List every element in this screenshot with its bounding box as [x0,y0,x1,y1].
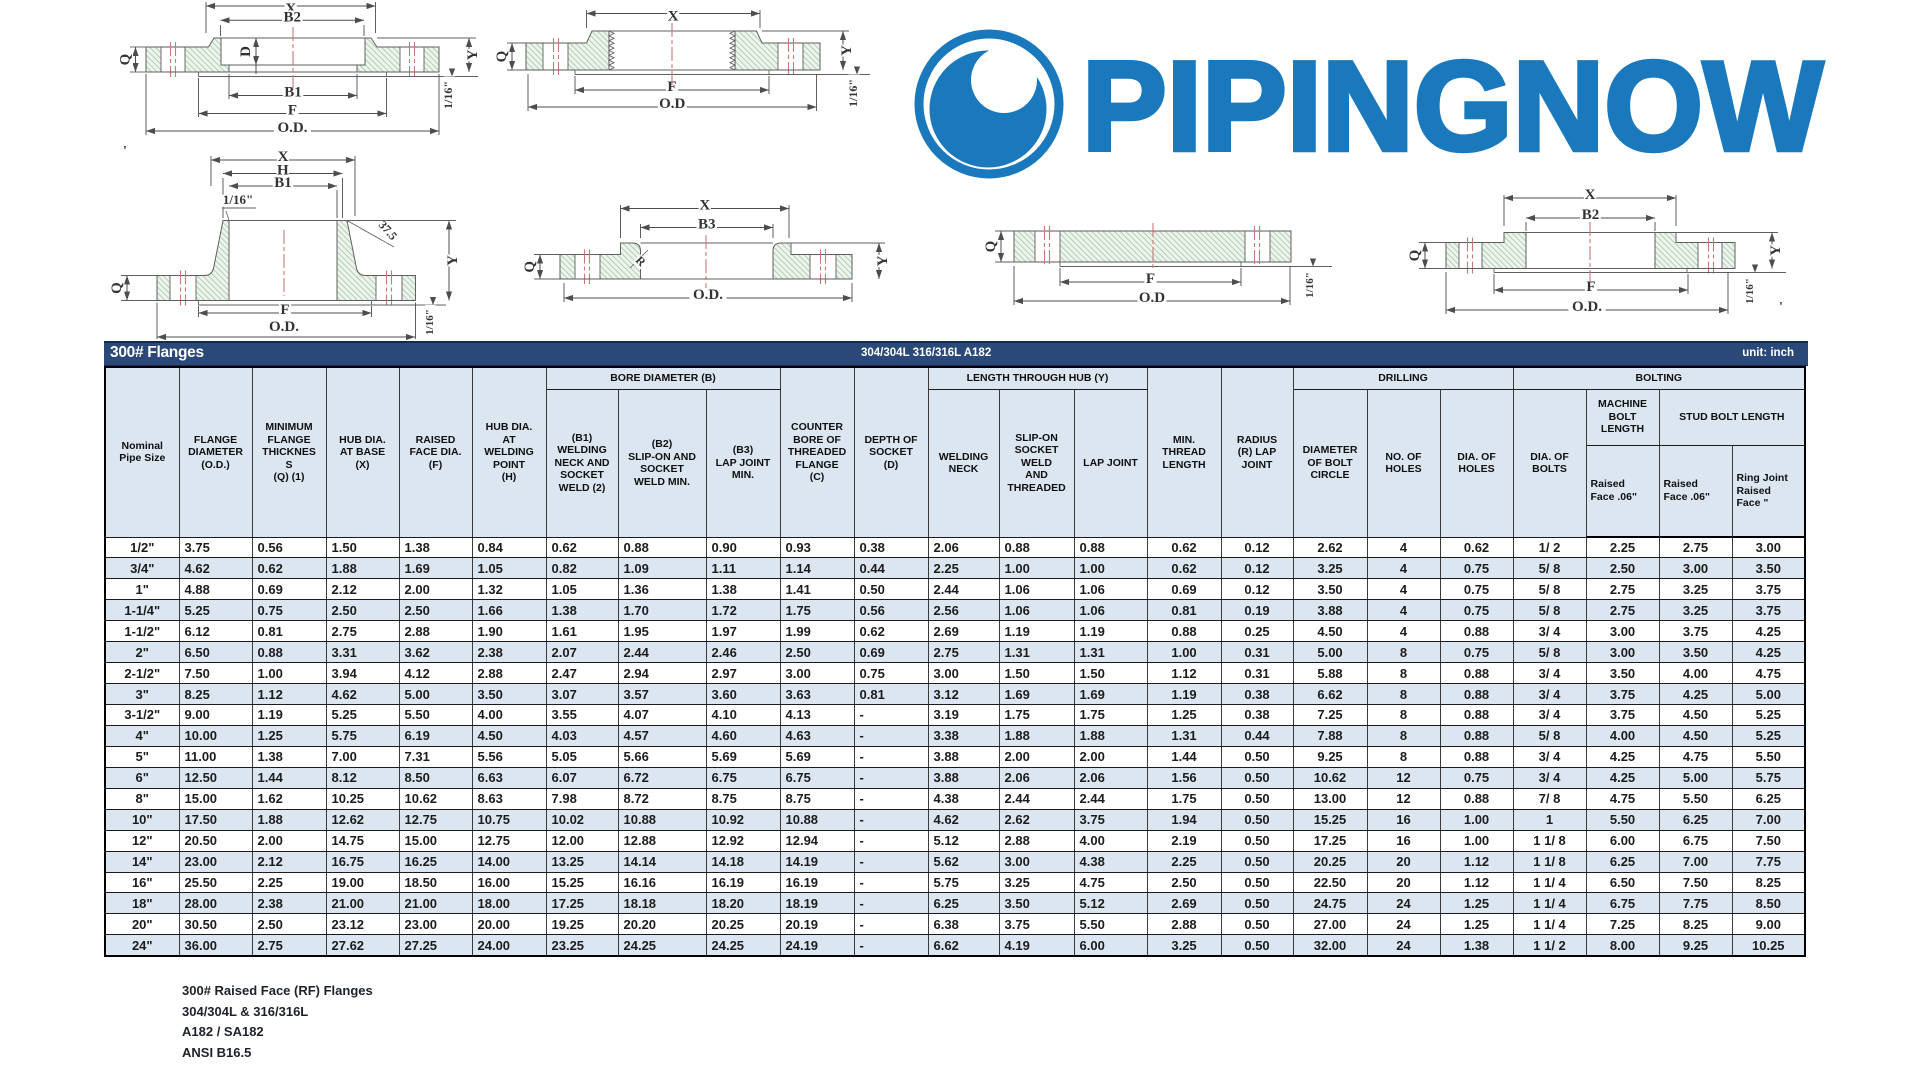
svg-text:F: F [1146,271,1155,287]
svg-text:1/16": 1/16" [424,309,436,335]
svg-text:1/16": 1/16" [223,192,253,207]
svg-text:X: X [285,1,296,17]
svg-text:X: X [278,149,289,165]
svg-text:Y: Y [445,255,461,266]
svg-text:Q: Q [1407,249,1423,261]
svg-text:B1: B1 [274,175,292,191]
svg-text:O.D: O.D [1139,290,1165,306]
svg-text:': ' [123,144,127,159]
svg-text:F: F [1586,279,1595,295]
svg-text:X: X [668,9,679,25]
svg-text:1/16": 1/16" [1304,272,1316,298]
svg-text:O.D.: O.D. [1572,299,1602,315]
svg-text:O.D: O.D [659,96,685,112]
svg-text:F: F [288,103,297,119]
svg-text:Q: Q [522,261,538,273]
svg-text:F: F [667,79,676,95]
svg-text:H: H [277,163,289,179]
svg-text:1/16": 1/16" [1744,278,1756,304]
svg-text:PIPINGNOW: PIPINGNOW [1082,35,1823,177]
svg-text:Q: Q [494,50,510,62]
svg-text:Y: Y [465,49,481,60]
svg-text:1/16": 1/16" [846,79,860,107]
svg-text:O.D.: O.D. [693,287,723,303]
svg-text:O.D.: O.D. [278,120,308,136]
svg-text:F: F [280,302,289,318]
svg-text:Q: Q [983,240,999,252]
svg-text:O.D.: O.D. [269,319,299,335]
svg-text:Y: Y [839,45,855,56]
svg-text:B2: B2 [1582,207,1600,223]
svg-text:B3: B3 [698,217,716,233]
svg-text:Q: Q [118,53,134,65]
svg-text:B2: B2 [283,9,301,25]
svg-text:X: X [699,198,710,214]
svg-text:Y: Y [1768,245,1784,256]
svg-text:Y: Y [875,255,891,266]
svg-text:B1: B1 [284,85,302,101]
svg-text:': ' [1779,300,1783,315]
svg-text:1/16": 1/16" [441,81,455,109]
svg-text:Q: Q [109,282,125,294]
svg-text:X: X [1585,187,1596,203]
svg-text:D: D [238,46,254,57]
